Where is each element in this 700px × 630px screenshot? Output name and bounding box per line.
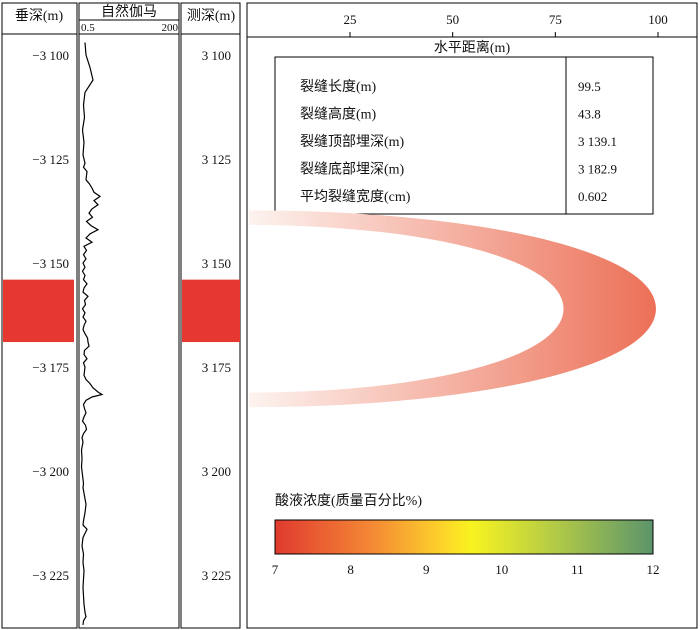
fracture-info-table xyxy=(274,56,654,215)
fracture-info-value: 3 182.9 xyxy=(578,162,617,177)
horizontal-tick-group: 25 50 75 100 xyxy=(344,12,668,37)
md-tick-label: 3 125 xyxy=(202,152,231,167)
tvd-tick-label: −3 200 xyxy=(32,464,69,479)
colorbar-tick-group: 7 8 9 10 11 12 xyxy=(272,562,660,577)
tvd-tick-group: −3 100 −3 125 −3 150 −3 175 −3 200 −3 225 xyxy=(32,48,69,583)
perforation-interval-tvd xyxy=(3,279,74,343)
md-tick-label: 3 175 xyxy=(202,360,231,375)
fracture-info-value: 0.602 xyxy=(578,189,607,204)
fracture-info-label: 裂缝底部埋深(m) xyxy=(300,162,405,178)
md-axis-title: 测深(m) xyxy=(187,8,236,24)
perforation-interval-md xyxy=(182,279,240,343)
fracture-info-label: 裂缝顶部埋深(m) xyxy=(300,134,405,150)
colorbar-tick-label: 10 xyxy=(495,562,508,577)
horizontal-tick-label: 50 xyxy=(446,12,459,27)
tvd-track-frame xyxy=(1,2,78,629)
colorbar-title: 酸液浓度(质量百分比%) xyxy=(275,493,422,509)
tvd-tick-label: −3 125 xyxy=(32,152,69,167)
md-tick-label: 3 100 xyxy=(202,48,231,63)
colorbar-tick-label: 11 xyxy=(571,562,584,577)
tvd-tick-label: −3 150 xyxy=(32,256,69,271)
gamma-scale-min: 0.5 xyxy=(81,22,95,34)
md-tick-label: 3 225 xyxy=(202,568,231,583)
colorbar-tick-label: 9 xyxy=(423,562,430,577)
gamma-track-frame xyxy=(78,2,180,629)
gamma-ray-curve xyxy=(80,42,104,625)
colorbar xyxy=(274,519,654,555)
fracture-info-value: 99.5 xyxy=(578,79,601,94)
tvd-axis-title: 垂深(m) xyxy=(15,8,64,24)
fracture-info-label: 裂缝长度(m) xyxy=(300,79,377,95)
horizontal-tick-label: 100 xyxy=(648,12,668,27)
gamma-scale-max: 200 xyxy=(162,22,179,34)
fracture-info-label: 裂缝高度(m) xyxy=(300,106,377,123)
colorbar-tick-label: 7 xyxy=(272,562,279,577)
horizontal-tick-label: 25 xyxy=(344,12,357,27)
fracture-info-value: 43.8 xyxy=(578,107,601,122)
horizontal-tick-label: 75 xyxy=(549,12,562,27)
tvd-tick-label: −3 100 xyxy=(32,48,69,63)
gamma-track-title: 自然伽马 xyxy=(101,3,157,20)
fracture-panel-frame xyxy=(246,2,698,629)
horizontal-axis-title: 水平距离(m) xyxy=(434,39,511,56)
fracture-info-label: 平均裂缝宽度(cm) xyxy=(300,188,411,205)
tvd-tick-label: −3 225 xyxy=(32,568,69,583)
fracture-info-rows: 裂缝长度(m) 99.5 裂缝高度(m) 43.8 裂缝顶部埋深(m) 3 139.1 裂缝… xyxy=(300,79,617,205)
md-tick-label: 3 200 xyxy=(202,464,231,479)
colorbar-tick-label: 8 xyxy=(347,562,354,577)
fracture-band xyxy=(249,210,656,408)
fracture-info-value: 3 139.1 xyxy=(578,134,617,149)
md-tick-label: 3 150 xyxy=(202,256,231,271)
tvd-tick-label: −3 175 xyxy=(32,360,69,375)
colorbar-tick-label: 12 xyxy=(647,562,660,577)
md-tick-group: 3 100 3 125 3 150 3 175 3 200 3 225 xyxy=(202,48,231,583)
